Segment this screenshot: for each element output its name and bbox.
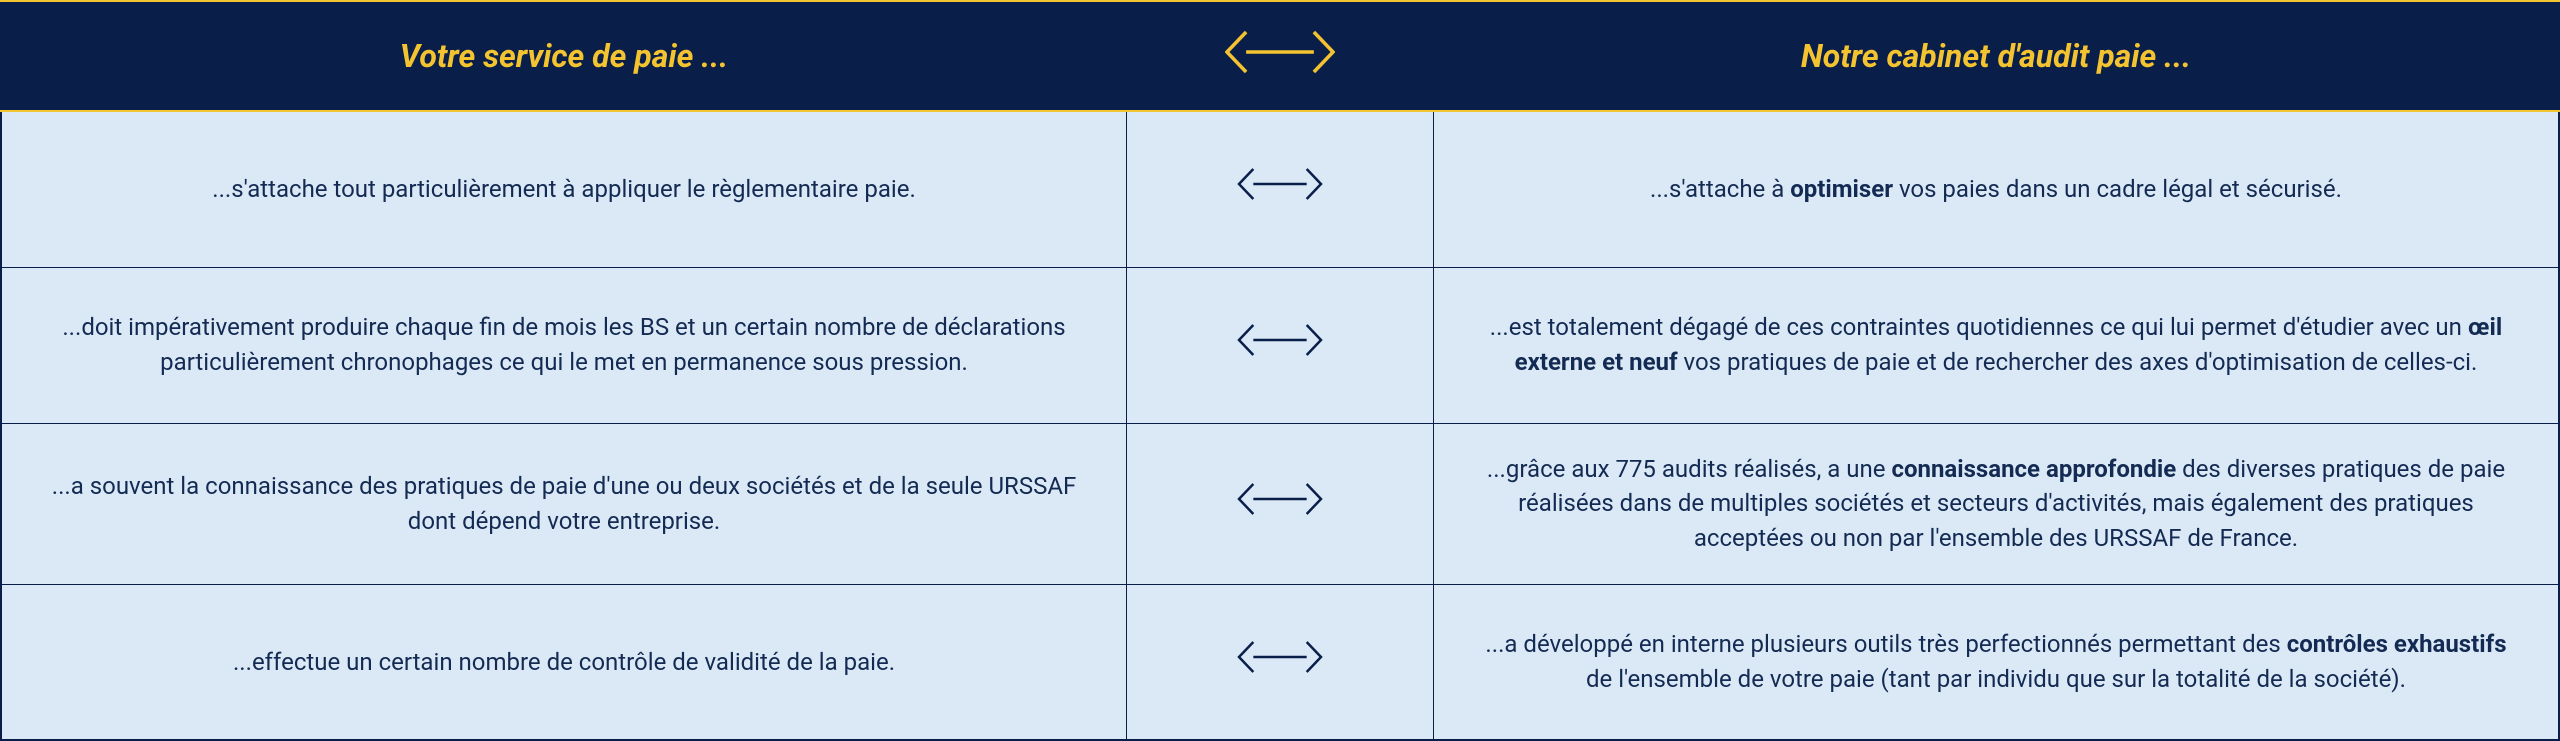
cell-right-pre: ...grâce aux 775 audits réalisés, a une (1487, 455, 1892, 483)
cell-right-post: vos paies dans un cadre légal et sécuris… (1893, 175, 2342, 203)
cell-right-bold: contrôles exhaustifs (2287, 630, 2507, 658)
cell-right: ...s'attache à optimiser vos paies dans … (1433, 111, 2559, 267)
cell-right-post: de l'ensemble de votre paie (tant par in… (1586, 665, 2406, 693)
comparison-table: Votre service de paie ... Notre cabinet … (0, 0, 2560, 741)
cell-arrow (1127, 111, 1434, 267)
table-header-row: Votre service de paie ... Notre cabinet … (1, 1, 2559, 111)
cell-left: ...doit impérativement produire chaque f… (1, 267, 1127, 423)
cell-right-bold: optimiser (1790, 175, 1893, 203)
cell-arrow (1127, 267, 1434, 423)
cell-arrow (1127, 584, 1434, 740)
cell-left: ...s'attache tout particulièrement à app… (1, 111, 1127, 267)
cell-right: ...est totalement dégagé de ces contrain… (1433, 267, 2559, 423)
cell-right: ...grâce aux 775 audits réalisés, a une … (1433, 423, 2559, 584)
cell-right-pre: ...est totalement dégagé de ces contrain… (1490, 313, 2468, 341)
double-arrow-icon (1237, 167, 1323, 211)
table-row: ...s'attache tout particulièrement à app… (1, 111, 2559, 267)
cell-left: ...a souvent la connaissance des pratiqu… (1, 423, 1127, 584)
header-left: Votre service de paie ... (1, 1, 1127, 111)
double-arrow-icon (1237, 482, 1323, 526)
table-row: ...a souvent la connaissance des pratiqu… (1, 423, 2559, 584)
header-arrow-cell (1127, 1, 1434, 111)
table-body: ...s'attache tout particulièrement à app… (1, 111, 2559, 740)
cell-arrow (1127, 423, 1434, 584)
table-row: ...doit impérativement produire chaque f… (1, 267, 2559, 423)
table-row: ...effectue un certain nombre de contrôl… (1, 584, 2559, 740)
cell-right: ...a développé en interne plusieurs outi… (1433, 584, 2559, 740)
double-arrow-icon (1237, 323, 1323, 367)
cell-right-pre: ...s'attache à (1650, 175, 1790, 203)
cell-right-post: vos pratiques de paie et de rechercher d… (1678, 348, 2478, 376)
double-arrow-icon (1225, 30, 1335, 82)
cell-left: ...effectue un certain nombre de contrôl… (1, 584, 1127, 740)
cell-right-pre: ...a développé en interne plusieurs outi… (1485, 630, 2286, 658)
cell-right-bold: connaissance approfondie (1891, 455, 2176, 483)
double-arrow-icon (1237, 640, 1323, 684)
header-right: Notre cabinet d'audit paie ... (1433, 1, 2559, 111)
